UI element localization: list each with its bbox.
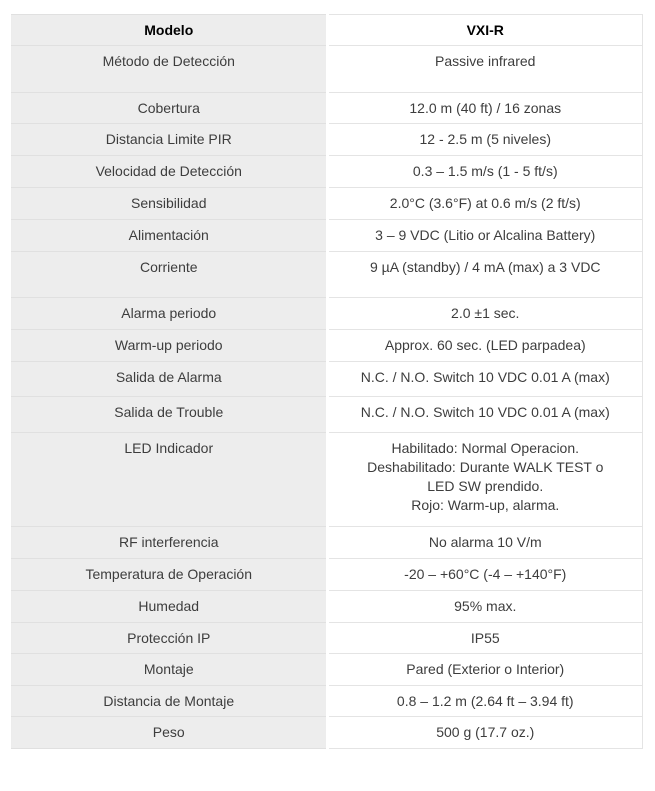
row-value: No alarma 10 V/m [326,526,643,559]
row-label: Peso [11,716,329,749]
row-label: Distancia de Montaje [11,685,329,717]
row-label: Salida de Trouble [11,396,329,433]
row-value: N.C. / N.O. Switch 10 VDC 0.01 A (max) [326,361,643,397]
table-row: Humedad 95% max. [11,590,643,623]
row-value: Pared (Exterior o Interior) [326,653,643,686]
table-row: Salida de Trouble N.C. / N.O. Switch 10 … [11,396,643,433]
table-row: Montaje Pared (Exterior o Interior) [11,653,643,686]
table-row: Alimentación 3 – 9 VDC (Litio or Alcalin… [11,219,643,252]
row-label: Sensibilidad [11,187,329,220]
row-label: Método de Detección [11,45,329,93]
spec-table: Modelo VXI-R Método de Detección Passive… [11,14,643,749]
table-row: Salida de Alarma N.C. / N.O. Switch 10 V… [11,361,643,397]
row-label: Alarma periodo [11,297,329,330]
row-value: Passive infrared [326,45,643,93]
row-value: N.C. / N.O. Switch 10 VDC 0.01 A (max) [326,396,643,433]
row-label: Montaje [11,653,329,686]
row-label: Alimentación [11,219,329,252]
row-label: Warm-up periodo [11,329,329,362]
row-value: IP55 [326,622,643,654]
row-value: Habilitado: Normal Operacion. Deshabilit… [326,432,643,527]
table-row: Velocidad de Detección 0.3 – 1.5 m/s (1 … [11,155,643,188]
row-label: Corriente [11,251,329,298]
table-row: Cobertura 12.0 m (40 ft) / 16 zonas [11,92,643,124]
table-header-row: Modelo VXI-R [11,14,643,46]
row-label: Distancia Limite PIR [11,123,329,156]
table-row: LED Indicador Habilitado: Normal Operaci… [11,432,643,527]
header-label-cell: Modelo [11,14,329,46]
row-value: 9 µA (standby) / 4 mA (max) a 3 VDC [326,251,643,298]
row-label: RF interferencia [11,526,329,559]
row-label: Cobertura [11,92,329,124]
row-label: Humedad [11,590,329,623]
row-value: 2.0°C (3.6°F) at 0.6 m/s (2 ft/s) [326,187,643,220]
row-value: 95% max. [326,590,643,623]
row-label: LED Indicador [11,432,329,527]
row-value: Approx. 60 sec. (LED parpadea) [326,329,643,362]
row-value: 0.8 – 1.2 m (2.64 ft – 3.94 ft) [326,685,643,717]
table-row: Peso 500 g (17.7 oz.) [11,716,643,749]
row-value: 12 - 2.5 m (5 niveles) [326,123,643,156]
table-row: Temperatura de Operación -20 – +60°C (-4… [11,558,643,591]
row-value: 12.0 m (40 ft) / 16 zonas [326,92,643,124]
table-row: Alarma periodo 2.0 ±1 sec. [11,297,643,330]
table-row: Warm-up periodo Approx. 60 sec. (LED par… [11,329,643,362]
row-value: -20 – +60°C (-4 – +140°F) [326,558,643,591]
row-label: Protección IP [11,622,329,654]
table-row: Corriente 9 µA (standby) / 4 mA (max) a … [11,251,643,298]
row-value: 3 – 9 VDC (Litio or Alcalina Battery) [326,219,643,252]
row-value: 2.0 ±1 sec. [326,297,643,330]
row-value: 0.3 – 1.5 m/s (1 - 5 ft/s) [326,155,643,188]
table-row: Sensibilidad 2.0°C (3.6°F) at 0.6 m/s (2… [11,187,643,220]
row-label: Temperatura de Operación [11,558,329,591]
table-row: Protección IP IP55 [11,622,643,654]
row-label: Salida de Alarma [11,361,329,397]
row-value: 500 g (17.7 oz.) [326,716,643,749]
table-row: RF interferencia No alarma 10 V/m [11,526,643,559]
table-row: Distancia de Montaje 0.8 – 1.2 m (2.64 f… [11,685,643,717]
table-row: Método de Detección Passive infrared [11,45,643,93]
row-label: Velocidad de Detección [11,155,329,188]
table-row: Distancia Limite PIR 12 - 2.5 m (5 nivel… [11,123,643,156]
header-value-cell: VXI-R [326,14,643,46]
